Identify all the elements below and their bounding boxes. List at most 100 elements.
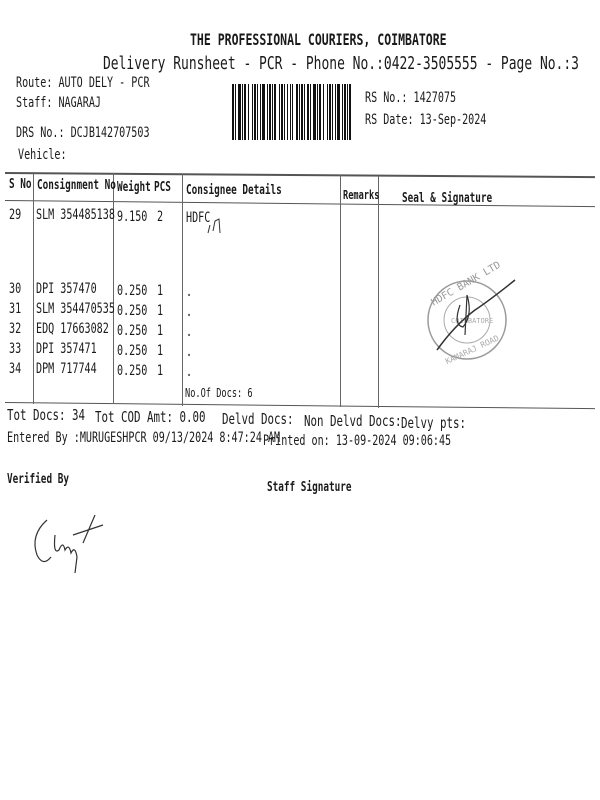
barcode-bar bbox=[342, 84, 343, 140]
svg-text:COIMBATORE: COIMBATORE bbox=[451, 317, 493, 325]
non-delivered-docs: Non Delvd Docs: bbox=[304, 412, 402, 430]
cell-consignment: DPI 357471 bbox=[36, 341, 97, 357]
barcode-bar bbox=[327, 84, 328, 140]
cell-sno: 33 bbox=[9, 341, 22, 357]
barcode-bar bbox=[244, 84, 246, 140]
handwritten-mark bbox=[207, 218, 221, 234]
col-divider bbox=[33, 172, 34, 404]
barcode-bar bbox=[238, 84, 241, 140]
cell-sno: 29 bbox=[9, 207, 22, 223]
rs-date: RS Date: 13-Sep-2024 bbox=[365, 112, 487, 128]
cell-sno: 32 bbox=[9, 321, 22, 337]
barcode-bar bbox=[254, 84, 256, 140]
barcode-bar bbox=[279, 84, 280, 140]
barcode-bar bbox=[347, 84, 348, 140]
verified-by-label: Verified By bbox=[7, 472, 69, 487]
barcode-bar bbox=[332, 84, 333, 140]
drs-number: DRS No.: DCJB142707503 bbox=[16, 125, 150, 141]
col-divider bbox=[378, 176, 379, 408]
cell-consignee: . bbox=[186, 284, 193, 300]
barcode-bar bbox=[290, 84, 291, 140]
col-header-consignee: Consignee Details bbox=[186, 183, 282, 198]
barcode-bar bbox=[242, 84, 243, 140]
col-header-seal: Seal & Signature bbox=[402, 191, 493, 206]
col-header-pcs: PCS bbox=[154, 180, 171, 195]
cell-pcs: 1 bbox=[157, 363, 164, 379]
col-divider bbox=[113, 173, 114, 404]
col-divider bbox=[182, 174, 183, 406]
barcode-bar bbox=[299, 84, 300, 140]
cell-consignee: HDFC bbox=[186, 210, 211, 226]
barcode-bar bbox=[292, 84, 293, 140]
cell-pcs: 2 bbox=[157, 209, 164, 225]
hdfc-bank-stamp: HDFC BANK LTD COIMBATORE KAMARAJ ROAD bbox=[427, 260, 516, 366]
cell-consignment: EDQ 17663082 bbox=[36, 321, 109, 337]
table-bottom-border bbox=[4, 402, 595, 410]
barcode-bar bbox=[329, 84, 331, 140]
cell-weight: 0.250 bbox=[117, 363, 148, 379]
runsheet-title: Delivery Runsheet - PCR - Phone No.:0422… bbox=[103, 53, 579, 74]
barcode-bar bbox=[260, 84, 261, 140]
cell-weight: 0.250 bbox=[117, 323, 148, 339]
cell-consignee: . bbox=[186, 344, 193, 360]
cell-consignment: DPI 357470 bbox=[36, 281, 97, 297]
cell-consignment: SLM 354485138 bbox=[36, 207, 115, 223]
barcode-bar bbox=[269, 84, 271, 140]
barcode-bar bbox=[287, 84, 288, 140]
barcode-bar bbox=[284, 84, 285, 140]
cell-pcs: 1 bbox=[157, 283, 164, 299]
barcode-bar bbox=[344, 84, 346, 140]
company-name: THE PROFESSIONAL COURIERS, COIMBATORE bbox=[190, 30, 447, 49]
barcode-bar bbox=[267, 84, 268, 140]
barcode-bar bbox=[323, 84, 324, 140]
barcode-bar bbox=[274, 84, 276, 140]
barcode-bar bbox=[232, 84, 234, 140]
cell-sno: 34 bbox=[9, 361, 22, 377]
barcode-bar bbox=[307, 84, 309, 140]
barcode-bar bbox=[319, 84, 321, 140]
barcode-bar bbox=[248, 84, 249, 140]
cell-consignment: SLM 354470535 bbox=[36, 301, 115, 317]
barcode-bar bbox=[252, 84, 253, 140]
entered-by: Entered By :MURUGESHPCR 09/13/2024 8:47:… bbox=[7, 430, 281, 446]
cell-sno: 30 bbox=[9, 281, 22, 297]
cell-sno: 31 bbox=[9, 301, 22, 317]
cell-consignee: . bbox=[186, 324, 193, 340]
staff: Staff: NAGARAJ bbox=[16, 95, 101, 111]
barcode-bar bbox=[235, 84, 236, 140]
cell-pcs: 1 bbox=[157, 343, 164, 359]
col-header-weight: Weight bbox=[117, 180, 151, 195]
vehicle: Vehicle: bbox=[18, 147, 67, 163]
col-header-remarks: Remarks bbox=[343, 188, 380, 202]
cell-pcs: 1 bbox=[157, 323, 164, 339]
cell-weight: 0.250 bbox=[117, 343, 148, 359]
barcode-bar bbox=[313, 84, 316, 140]
route: Route: AUTO DELY - PCR bbox=[16, 75, 150, 91]
barcode-bar bbox=[296, 84, 298, 140]
col-header-sno: S No bbox=[9, 177, 32, 192]
barcode-bar bbox=[272, 84, 273, 140]
cell-pcs: 1 bbox=[157, 303, 164, 319]
barcode-bar bbox=[310, 84, 311, 140]
staff-signature-label: Staff Signature bbox=[267, 480, 352, 495]
barcode-bar bbox=[349, 84, 351, 140]
cell-weight: 0.250 bbox=[117, 283, 148, 299]
printed-on: Printed on: 13-09-2024 09:06:45 bbox=[263, 433, 452, 449]
delivery-points: Delvy pts: bbox=[401, 414, 467, 432]
barcode-bar bbox=[304, 84, 305, 140]
barcode-bar bbox=[281, 84, 283, 140]
col-header-consignment: Consignment No bbox=[37, 178, 116, 193]
barcode-bar bbox=[262, 84, 265, 140]
rs-number: RS No.: 1427075 bbox=[365, 90, 457, 106]
total-cod-amount: Tot COD Amt: 0.00 bbox=[95, 408, 206, 426]
cell-consignment: DPM 717744 bbox=[36, 361, 97, 377]
no-of-docs: No.Of Docs: 6 bbox=[185, 386, 253, 400]
barcode bbox=[232, 84, 351, 140]
barcode-bar bbox=[337, 84, 340, 140]
col-divider bbox=[340, 175, 341, 407]
cell-consignee: . bbox=[186, 304, 193, 320]
barcode-bar bbox=[317, 84, 318, 140]
delivered-docs: Delvd Docs: bbox=[222, 410, 294, 428]
total-docs: Tot Docs: 34 bbox=[7, 406, 86, 424]
cell-weight: 9.150 bbox=[117, 209, 148, 225]
